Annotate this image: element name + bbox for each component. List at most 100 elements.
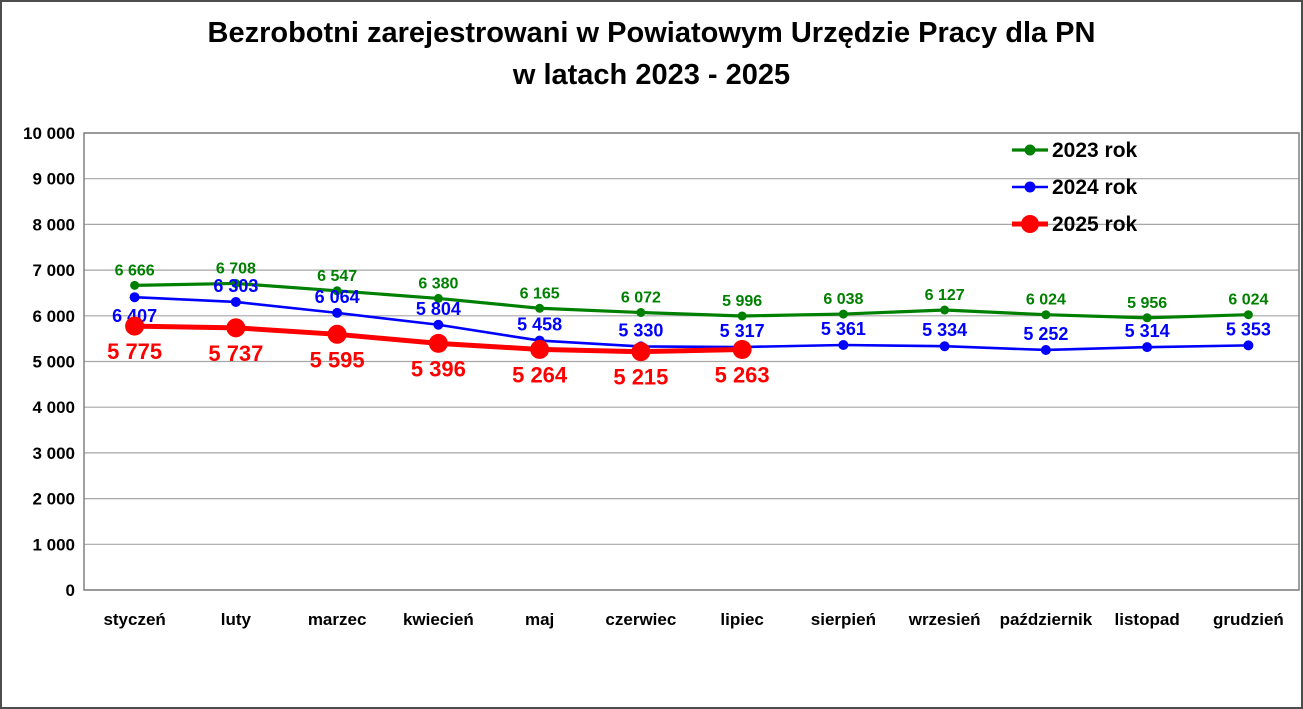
data-label: 5 215 bbox=[613, 365, 668, 390]
data-label: 6 024 bbox=[1026, 292, 1066, 309]
data-label: 5 361 bbox=[821, 319, 866, 339]
data-label: 6 666 bbox=[115, 262, 155, 279]
data-point bbox=[1243, 340, 1254, 351]
data-label: 6 165 bbox=[520, 285, 560, 302]
data-point bbox=[1243, 310, 1253, 320]
data-point bbox=[838, 340, 849, 351]
x-tick-label: sierpień bbox=[811, 610, 876, 629]
data-label: 5 737 bbox=[208, 341, 263, 366]
data-point bbox=[838, 309, 848, 319]
data-label: 5 595 bbox=[310, 347, 365, 372]
x-tick-label: październik bbox=[1000, 610, 1093, 629]
data-point bbox=[125, 316, 145, 336]
data-point bbox=[636, 308, 646, 318]
x-tick-label: grudzień bbox=[1213, 610, 1284, 629]
y-tick-label: 6 000 bbox=[32, 307, 75, 326]
data-label: 5 334 bbox=[922, 320, 967, 340]
data-point bbox=[231, 278, 241, 288]
x-tick-label: czerwiec bbox=[605, 610, 676, 629]
data-point bbox=[226, 318, 246, 338]
legend: 2023 rok 2024 rok 2025 rok bbox=[1012, 139, 1138, 236]
plot-border bbox=[83, 132, 1300, 591]
legend-marker bbox=[1024, 144, 1036, 156]
data-point bbox=[1142, 342, 1153, 353]
y-tick-label: 9 000 bbox=[32, 170, 75, 189]
data-label: 5 804 bbox=[416, 299, 461, 319]
y-tick-label: 0 bbox=[66, 581, 75, 600]
data-point bbox=[940, 305, 950, 315]
x-tick-label: styczeń bbox=[103, 610, 165, 629]
y-tick-label: 10 000 bbox=[23, 124, 75, 143]
data-point bbox=[732, 339, 752, 359]
data-label: 6 547 bbox=[317, 268, 357, 285]
data-point bbox=[535, 303, 545, 313]
legend-item: 2023 rok bbox=[1012, 139, 1138, 162]
data-point bbox=[433, 293, 443, 303]
data-point bbox=[1040, 344, 1051, 355]
x-tick-label: wrzesień bbox=[908, 610, 981, 629]
y-tick-label: 3 000 bbox=[32, 444, 75, 463]
series-2024-rok: 6 407 6 303 6 064 5 804 5 458 5 330 5 317 5 361… bbox=[112, 276, 1271, 355]
x-tick-label: lipiec bbox=[720, 610, 763, 629]
data-label: 5 263 bbox=[715, 362, 770, 387]
data-point bbox=[1041, 310, 1051, 320]
data-point bbox=[631, 342, 651, 362]
x-tick-label: marzec bbox=[308, 610, 367, 629]
chart-title: Bezrobotni zarejestrowani w Powiatowym U… bbox=[2, 12, 1301, 96]
legend-item: 2025 rok bbox=[1012, 213, 1138, 236]
data-label: 5 353 bbox=[1226, 319, 1271, 339]
data-label: 5 264 bbox=[512, 362, 568, 387]
series-2023-rok: 6 666 6 708 6 547 6 380 6 165 6 072 5 996 6 038… bbox=[115, 260, 1268, 323]
data-point bbox=[428, 333, 448, 353]
y-tick-label: 1 000 bbox=[32, 535, 75, 554]
data-point bbox=[737, 311, 747, 321]
data-label: 5 314 bbox=[1125, 321, 1170, 341]
data-point bbox=[530, 339, 550, 359]
series-2025-rok: 5 775 5 737 5 595 5 396 5 264 5 215 5 263 bbox=[107, 316, 770, 390]
data-point bbox=[327, 324, 347, 344]
data-point bbox=[332, 286, 342, 296]
data-point bbox=[230, 296, 241, 307]
series-line bbox=[133, 295, 1250, 352]
data-point bbox=[939, 341, 950, 352]
legend-label: 2025 rok bbox=[1052, 213, 1138, 236]
y-tick-label: 7 000 bbox=[32, 261, 75, 280]
legend-item: 2024 rok bbox=[1012, 176, 1138, 199]
data-label: 5 317 bbox=[720, 321, 765, 341]
series-line bbox=[133, 281, 1250, 320]
data-label: 6 407 bbox=[112, 306, 157, 326]
data-label: 6 024 bbox=[1228, 292, 1268, 309]
data-label: 6 380 bbox=[418, 275, 458, 292]
data-label: 5 396 bbox=[411, 356, 466, 381]
data-label: 5 330 bbox=[618, 320, 663, 340]
y-tick-label: 4 000 bbox=[32, 398, 75, 417]
data-label: 6 127 bbox=[925, 287, 965, 304]
y-tick-label: 8 000 bbox=[32, 215, 75, 234]
data-label: 6 303 bbox=[213, 276, 258, 296]
data-label: 5 996 bbox=[722, 293, 762, 310]
legend-marker bbox=[1024, 181, 1036, 193]
data-label: 5 775 bbox=[107, 339, 162, 364]
data-point bbox=[1142, 313, 1152, 323]
data-point bbox=[129, 292, 140, 303]
y-tick-label: 2 000 bbox=[32, 490, 75, 509]
chart-title-line1: Bezrobotni zarejestrowani w Powiatowym U… bbox=[207, 17, 1096, 49]
legend-marker bbox=[1021, 215, 1039, 233]
data-label: 5 956 bbox=[1127, 295, 1167, 312]
data-point bbox=[332, 307, 343, 318]
legend-label: 2023 rok bbox=[1052, 139, 1138, 162]
data-label: 6 708 bbox=[216, 260, 256, 277]
data-label: 5 252 bbox=[1023, 324, 1068, 344]
data-point bbox=[130, 280, 140, 290]
x-tick-label: luty bbox=[221, 610, 252, 629]
data-label: 6 072 bbox=[621, 290, 661, 307]
data-point bbox=[433, 319, 444, 330]
data-label: 5 458 bbox=[517, 315, 562, 335]
x-tick-label: kwiecień bbox=[403, 610, 474, 629]
chart-title-line2: w latach 2023 - 2025 bbox=[512, 59, 791, 91]
legend-label: 2024 rok bbox=[1052, 176, 1138, 199]
data-label: 6 038 bbox=[823, 291, 863, 308]
y-tick-label: 5 000 bbox=[32, 353, 75, 372]
